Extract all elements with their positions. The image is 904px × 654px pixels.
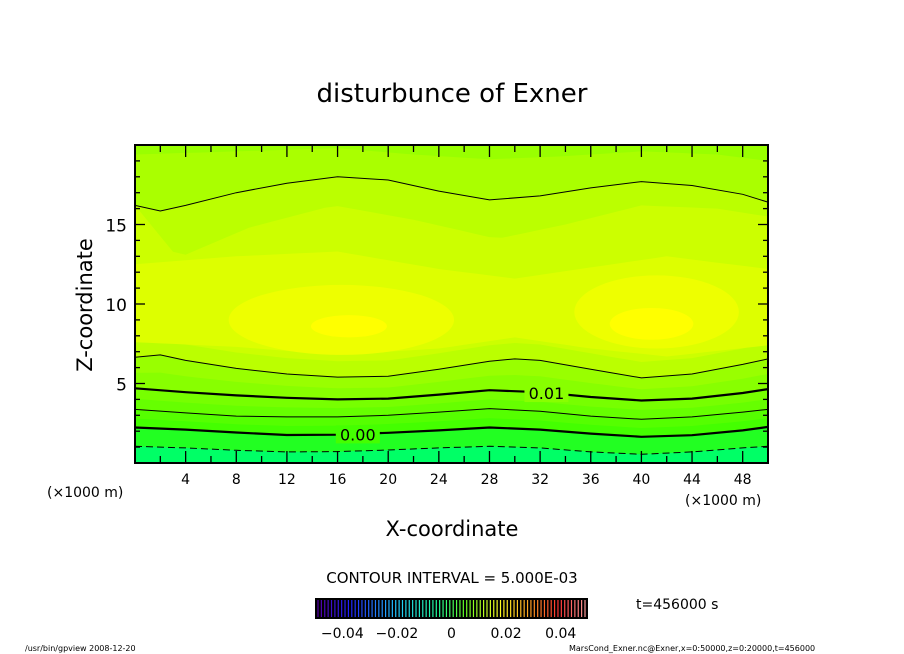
x-tick-label: 28 [481, 472, 499, 488]
contour-lines: 0.00 0.01 [135, 176, 768, 455]
contour-interval: CONTOUR INTERVAL = 5.000E-03 [326, 569, 577, 587]
colorbar-background [315, 598, 588, 619]
y-tick-label: 5 [116, 376, 127, 396]
x-tick-label: 4 [181, 472, 190, 488]
colorbar-tick-label: −0.02 [375, 626, 418, 642]
x-tick-label: 8 [232, 472, 241, 488]
chart-title: disturbunce of Exner [317, 79, 588, 109]
fill-maximum [609, 307, 694, 340]
colorbar-tick-label: 0.04 [545, 626, 576, 642]
colorbar: −0.04 −0.02 0 0.02 0.04 [315, 598, 588, 642]
contour-line [135, 408, 768, 420]
y-tick-label: 15 [105, 217, 127, 237]
x-tick-label: 24 [430, 472, 448, 488]
fill-band [135, 145, 768, 211]
x-tick-label: 48 [734, 472, 752, 488]
x-tick-label: 32 [531, 472, 549, 488]
x-tick-label: 12 [278, 472, 296, 488]
contour-fills [135, 145, 768, 463]
y-axis-label: Z-coordinate [73, 238, 97, 372]
fill-band [135, 145, 768, 161]
x-tick-label: 44 [683, 472, 701, 488]
contour-label: 0.01 [529, 384, 565, 403]
contour-label-bg [524, 384, 569, 403]
colorbar-tick-label: 0 [447, 626, 456, 642]
contour-label: 0.00 [340, 425, 376, 444]
x-unit-left: (×1000 m) [47, 485, 123, 501]
contour-label-bg [335, 425, 380, 444]
contour-line [135, 425, 768, 438]
contour-line [135, 176, 768, 212]
y-tick-label: 10 [105, 296, 127, 316]
footer-right: MarsCond_Exner.nc@Exner,x=0:50000,z=0:20… [569, 644, 815, 653]
time-label: t=456000 s [636, 597, 718, 613]
x-tick-label: 16 [329, 472, 347, 488]
x-unit-right: (×1000 m) [685, 493, 761, 509]
colorbar-tick-label: 0.02 [491, 626, 522, 642]
x-tick-label: 40 [632, 472, 650, 488]
x-tick-label: 20 [379, 472, 397, 488]
colorbar-tick-label: −0.04 [321, 626, 364, 642]
x-axis-label: X-coordinate [386, 517, 519, 541]
fill-maximum [310, 315, 387, 338]
footer-left: /usr/bin/gpview 2008-12-20 [25, 644, 136, 653]
contour-line [135, 354, 768, 379]
x-tick-label: 36 [582, 472, 600, 488]
contour-line [135, 387, 768, 402]
